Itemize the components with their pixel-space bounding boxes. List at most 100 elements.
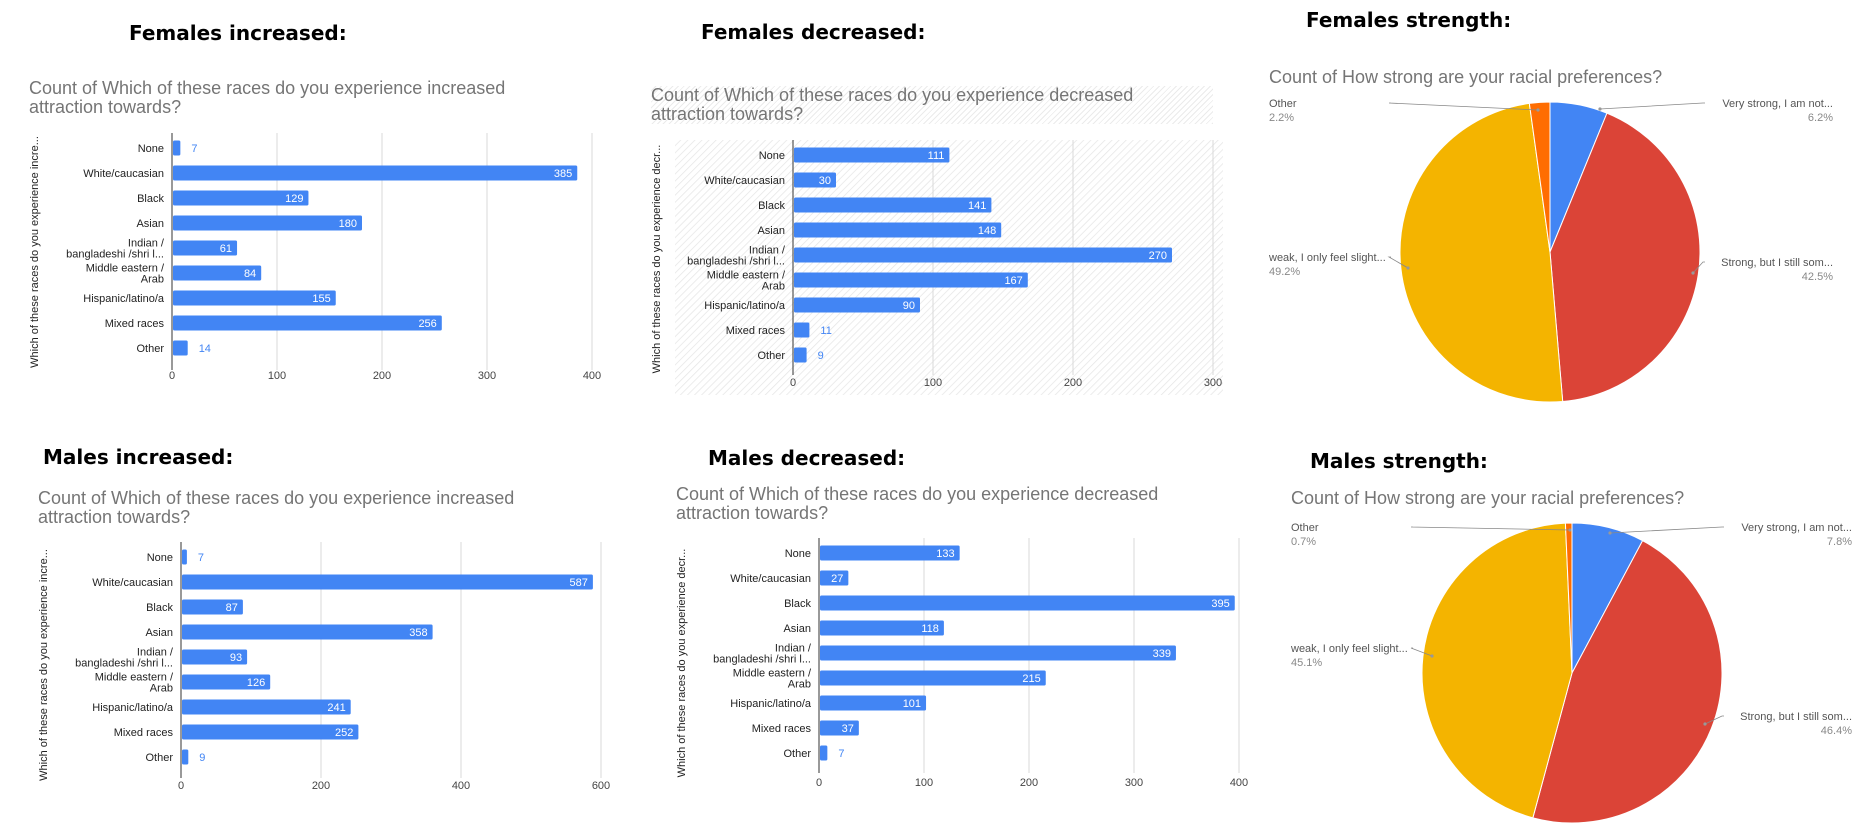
data-label: 27 xyxy=(831,573,843,585)
y-axis-label: Which of these races do you experience d… xyxy=(651,145,663,374)
hatched-background xyxy=(675,140,1223,395)
bar xyxy=(794,272,1028,288)
data-label: 11 xyxy=(820,325,831,337)
x-tick-label: 300 xyxy=(1204,377,1222,389)
slice-label: Strong, but I still som... xyxy=(1721,257,1833,269)
heading-males-decreased: Males decreased: xyxy=(708,446,906,470)
category-label: None xyxy=(147,552,173,564)
slice-label: Very strong, I am not... xyxy=(1722,98,1833,110)
slice-percent: 46.4% xyxy=(1821,725,1852,737)
bar xyxy=(794,347,807,363)
slice-percent: 2.2% xyxy=(1269,112,1294,124)
chart-title-males-strength: Count of How strong are your racial pref… xyxy=(1291,488,1685,508)
category-label: Mixed races xyxy=(752,723,812,735)
category-label: Other xyxy=(145,752,173,764)
bar xyxy=(182,649,248,665)
data-label: 215 xyxy=(1022,673,1040,685)
category-label: None xyxy=(759,150,785,162)
data-label: 129 xyxy=(285,193,303,205)
data-label: 87 xyxy=(226,602,238,614)
x-tick-label: 100 xyxy=(924,377,942,389)
data-label: 270 xyxy=(1149,250,1167,262)
heading-males-increased: Males increased: xyxy=(43,445,234,469)
slice-label: Very strong, I am not... xyxy=(1741,522,1852,534)
bar xyxy=(182,724,359,740)
x-tick-label: 200 xyxy=(1064,377,1082,389)
bar xyxy=(182,699,351,715)
data-label: 141 xyxy=(968,200,986,212)
heading-males-strength: Males strength: xyxy=(1310,449,1488,473)
slice-label: Other xyxy=(1269,98,1297,110)
bar xyxy=(182,599,243,615)
data-label: 241 xyxy=(327,702,345,714)
data-label: 90 xyxy=(903,300,915,312)
data-label: 7 xyxy=(198,552,204,564)
data-label: 84 xyxy=(244,268,256,280)
y-axis-label: Which of these races do you experience i… xyxy=(38,549,50,781)
category-label: Mixed races xyxy=(726,325,786,337)
data-label: 9 xyxy=(199,752,205,764)
category-label: Indian / bangladeshi /shri l... xyxy=(66,238,165,261)
category-label: Asian xyxy=(757,225,785,237)
pie-slice xyxy=(1564,522,1573,674)
bar xyxy=(182,749,189,765)
leader-dot xyxy=(1691,271,1695,275)
bar xyxy=(173,290,336,306)
pie-slice xyxy=(1532,539,1723,824)
pie-slice xyxy=(1399,102,1564,403)
leader-line xyxy=(1704,715,1724,725)
data-label: 155 xyxy=(312,293,330,305)
category-label: Asian xyxy=(136,218,164,230)
data-label: 101 xyxy=(903,698,921,710)
data-label: 7 xyxy=(191,143,197,155)
data-label: 111 xyxy=(928,150,945,162)
heading-females-strength: Females strength: xyxy=(1306,8,1512,32)
leader-line xyxy=(1388,102,1539,111)
x-tick-label: 300 xyxy=(1125,777,1143,789)
bar xyxy=(182,624,433,640)
x-tick-label: 200 xyxy=(1020,777,1038,789)
x-tick-label: 100 xyxy=(268,370,286,382)
slice-label: Other xyxy=(1291,522,1319,534)
leader-line xyxy=(1692,261,1705,274)
leader-dot xyxy=(1703,722,1707,726)
bar xyxy=(173,140,181,156)
data-label: 14 xyxy=(199,343,211,355)
category-label: None xyxy=(785,548,811,560)
pie-slice xyxy=(1549,112,1701,403)
category-label: Mixed races xyxy=(114,727,174,739)
heading-females-increased: Females increased: xyxy=(129,21,347,45)
bar xyxy=(173,265,262,281)
bar xyxy=(173,340,188,356)
bar xyxy=(173,190,309,206)
category-label: Middle eastern / Arab xyxy=(707,270,786,293)
category-label: Other xyxy=(757,350,785,362)
bar xyxy=(173,165,578,181)
category-label: None xyxy=(138,143,164,155)
data-label: 339 xyxy=(1153,648,1171,660)
slice-percent: 7.8% xyxy=(1827,536,1852,548)
category-label: White/caucasian xyxy=(704,175,785,187)
y-axis-label: Which of these races do you experience i… xyxy=(29,136,41,368)
category-label: White/caucasian xyxy=(730,573,811,585)
bar xyxy=(794,197,992,213)
bar xyxy=(820,595,1235,611)
chart-title-females-increased: Count of Which of these races do you exp… xyxy=(29,78,506,117)
slice-percent: 45.1% xyxy=(1291,657,1322,669)
heading-females-decreased: Females decreased: xyxy=(701,20,926,44)
slice-percent: 6.2% xyxy=(1808,112,1833,124)
data-label: 148 xyxy=(978,225,996,237)
pie-slice xyxy=(1528,101,1551,253)
bar xyxy=(794,222,1002,238)
category-label: Middle eastern / Arab xyxy=(733,668,812,691)
bar xyxy=(820,620,944,636)
bar xyxy=(794,322,810,338)
category-label: Indian / bangladeshi /shri l... xyxy=(713,643,812,666)
x-tick-label: 0 xyxy=(790,377,796,389)
chart-title-females-decreased: Count of Which of these races do you exp… xyxy=(651,86,1213,124)
category-label: Indian / bangladeshi /shri l... xyxy=(75,647,174,670)
leader-dot xyxy=(1568,528,1572,532)
bar xyxy=(820,695,927,711)
